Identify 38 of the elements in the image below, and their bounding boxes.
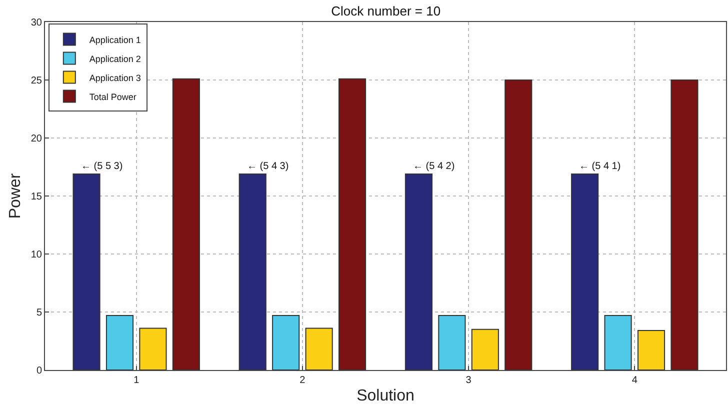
bar	[404, 173, 433, 370]
bar	[238, 173, 266, 370]
legend-label: Total Power	[89, 92, 136, 102]
bar	[72, 173, 100, 370]
y-tick-label: 30	[30, 18, 42, 28]
x-tick-label: 1	[134, 375, 140, 386]
legend-label: Application 1	[89, 34, 141, 45]
bar	[471, 328, 499, 370]
y-tick-label: 10	[30, 250, 42, 260]
x-tick-label: 4	[632, 375, 638, 386]
bar	[571, 173, 599, 370]
bar	[504, 80, 532, 370]
chart-title: Clock number = 10	[331, 3, 441, 18]
x-axis-title: Solution	[356, 388, 414, 405]
y-tick-label: 5	[36, 308, 42, 318]
annotation: ← (5 4 3)	[247, 161, 289, 172]
y-axis-title: Power	[6, 172, 24, 219]
annotation: ← (5 4 2)	[413, 161, 455, 172]
bar	[604, 314, 632, 370]
annotation: ← (5 5 3)	[81, 161, 123, 172]
bar	[139, 328, 167, 370]
legend-label: Application 3	[89, 72, 141, 83]
bar	[272, 314, 300, 370]
bar	[637, 330, 666, 370]
x-tick-label: 2	[300, 375, 306, 386]
y-tick-label: 0	[36, 366, 42, 376]
bar	[338, 78, 366, 370]
bar	[670, 80, 698, 370]
x-tick-label: 3	[466, 375, 472, 386]
bar	[106, 314, 134, 370]
annotation: ← (5 4 1)	[579, 161, 621, 172]
bar	[172, 78, 200, 370]
y-tick-label: 15	[30, 192, 42, 202]
legend-label: Application 2	[89, 54, 141, 64]
y-tick-label: 20	[30, 134, 42, 144]
bar	[305, 328, 333, 370]
y-tick-label: 25	[30, 76, 42, 86]
bar	[438, 314, 466, 370]
